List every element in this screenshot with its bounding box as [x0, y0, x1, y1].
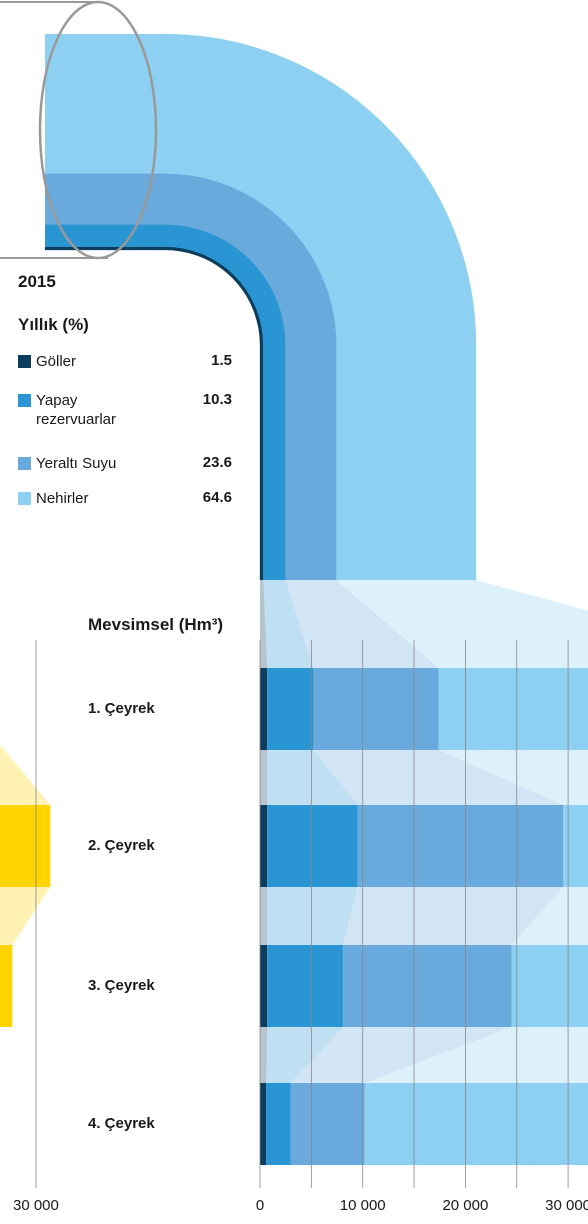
- pipe-band: [45, 224, 286, 580]
- legend-swatch: [18, 492, 31, 505]
- bar-segment: [313, 668, 439, 750]
- connector: [263, 580, 314, 668]
- bar-segment: [267, 805, 358, 887]
- bar-segment: [562, 805, 588, 887]
- category-label: 3. Çeyrek: [88, 977, 155, 994]
- legend-value: 1.5: [211, 352, 232, 369]
- bar-segment: [260, 805, 268, 887]
- bar-segment: [357, 805, 563, 887]
- bar-segment: [260, 945, 268, 1027]
- bar-segment: [364, 1083, 588, 1165]
- legend-value: 10.3: [202, 391, 232, 408]
- connector: [266, 1027, 344, 1083]
- legend-item: Göller 1.5: [18, 352, 232, 392]
- connector: [285, 580, 439, 668]
- connector: [267, 887, 358, 945]
- pipe-band: [45, 33, 477, 580]
- connector: [364, 1027, 588, 1083]
- legend-swatch: [18, 394, 31, 407]
- x-tick-label: 20 000: [442, 1197, 488, 1214]
- connector: [260, 750, 268, 805]
- x-tick-label: 10 000: [340, 1197, 386, 1214]
- bar-segment: [438, 668, 588, 750]
- pipe: [45, 33, 477, 580]
- legend-label: Yapay rezervuarlar: [36, 392, 117, 428]
- connector: [260, 887, 268, 945]
- x-tick-label: 0: [256, 1197, 264, 1214]
- pipe-band: [45, 246, 264, 580]
- category-label: 2. Çeyrek: [88, 837, 155, 854]
- bar-segment: [511, 945, 588, 1027]
- category-label: 1. Çeyrek: [88, 700, 155, 717]
- legend-item: Yeraltı Suyu 23.6: [18, 454, 232, 494]
- legend-swatch: [18, 457, 31, 470]
- bar-segment: [266, 1083, 291, 1165]
- legend-subtitle: Yıllık (%): [18, 315, 89, 334]
- legend-label: Göller: [36, 353, 77, 370]
- connector: [260, 1027, 268, 1083]
- connector: [260, 580, 268, 668]
- bar-segment: [267, 945, 344, 1027]
- connector: [0, 887, 51, 945]
- connector: [267, 750, 358, 805]
- bar: [0, 945, 13, 1027]
- bar-segment: [343, 945, 512, 1027]
- legend-swatch: [18, 355, 31, 368]
- connector: [511, 887, 588, 945]
- category-label: 4. Çeyrek: [88, 1115, 155, 1132]
- x-tick-label: 30 000: [13, 1197, 59, 1214]
- x-tick-label: 30 000: [545, 1197, 588, 1214]
- connector: [290, 1027, 512, 1083]
- bar-segment: [290, 1083, 365, 1165]
- legend-value: 64.6: [202, 489, 232, 506]
- pipe-band: [45, 173, 337, 580]
- bar: [0, 805, 51, 887]
- bar-segment: [267, 668, 314, 750]
- chart-title: Mevsimsel (Hm³): [88, 615, 224, 634]
- bar-segment: [260, 668, 268, 750]
- bar-segment: [260, 1083, 267, 1165]
- legend-label: Nehirler: [36, 490, 89, 507]
- connector: [313, 750, 563, 805]
- connector: [438, 750, 588, 805]
- legend-item: Yapay rezervuarlar 10.3: [18, 391, 232, 431]
- legend-label: Yeraltı Suyu: [36, 455, 117, 472]
- legend-value: 23.6: [202, 454, 232, 471]
- connector: [0, 745, 51, 805]
- legend-item: Nehirler 64.6: [18, 489, 232, 529]
- pipe-opening: [38, 0, 158, 260]
- connector: [343, 887, 563, 945]
- legend-title: 2015: [18, 272, 56, 291]
- connector: [336, 580, 588, 668]
